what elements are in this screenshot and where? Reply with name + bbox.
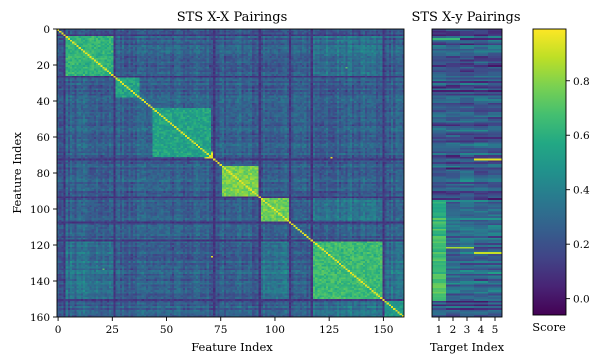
- colorbar-label: Score: [532, 320, 566, 334]
- xy-x-tick-label: 2: [450, 324, 457, 336]
- colorbar-tick-label: 0.6: [573, 130, 590, 142]
- xx-y-tick-label: 120: [30, 240, 50, 252]
- xx-heatmap: [57, 29, 404, 317]
- xy-heatmap-title: STS X-y Pairings: [411, 10, 520, 25]
- xx-heatmap-cells: [57, 29, 404, 317]
- xx-y-tick-label: 160: [30, 312, 50, 324]
- colorbar-tick-label: 0.0: [573, 294, 590, 306]
- xy-heatmap: [432, 29, 502, 317]
- xy-x-axis-label: Target Index: [430, 340, 505, 354]
- xx-y-tick-label: 40: [37, 96, 50, 108]
- xy-heatmap-cells: [432, 29, 502, 317]
- xx-x-ticks: 0 25 50 75 100 125 150: [55, 317, 393, 336]
- xx-heatmap-title: STS X-X Pairings: [177, 10, 288, 25]
- xx-y-tick-label: 100: [30, 204, 50, 216]
- xx-x-tick-label: 100: [265, 324, 285, 336]
- xy-x-tick-label: 3: [464, 324, 471, 336]
- xx-y-ticks: 0 20 40 60 80 100 120 140 160: [30, 24, 57, 324]
- xx-x-tick-label: 0: [55, 324, 62, 336]
- xy-x-tick-label: 4: [478, 324, 485, 336]
- colorbar-tick-label: 0.2: [573, 239, 590, 251]
- xx-y-tick-label: 20: [37, 60, 50, 72]
- xx-x-tick-label: 75: [214, 324, 227, 336]
- colorbar-tick-label: 0.4: [573, 185, 590, 197]
- xx-y-tick-label: 140: [30, 276, 50, 288]
- xx-x-tick-label: 150: [373, 324, 393, 336]
- colorbar-frame: [532, 28, 567, 316]
- xx-x-tick-label: 25: [106, 324, 119, 336]
- xx-y-axis-label: Feature Index: [10, 132, 24, 214]
- xx-y-tick-label: 60: [37, 132, 50, 144]
- xx-y-tick-label: 80: [37, 168, 50, 180]
- xx-x-axis-label: Feature Index: [191, 340, 273, 354]
- xx-x-tick-label: 50: [160, 324, 173, 336]
- colorbar: [533, 29, 566, 315]
- xy-x-tick-label: 5: [492, 324, 499, 336]
- xx-x-tick-label: 125: [319, 324, 339, 336]
- xx-y-tick-label: 0: [43, 24, 50, 36]
- colorbar-tick-label: 0.8: [573, 76, 590, 88]
- xy-x-tick-label: 1: [436, 324, 443, 336]
- colorbar-ticks: 0.0 0.2 0.4 0.6 0.8: [566, 76, 590, 306]
